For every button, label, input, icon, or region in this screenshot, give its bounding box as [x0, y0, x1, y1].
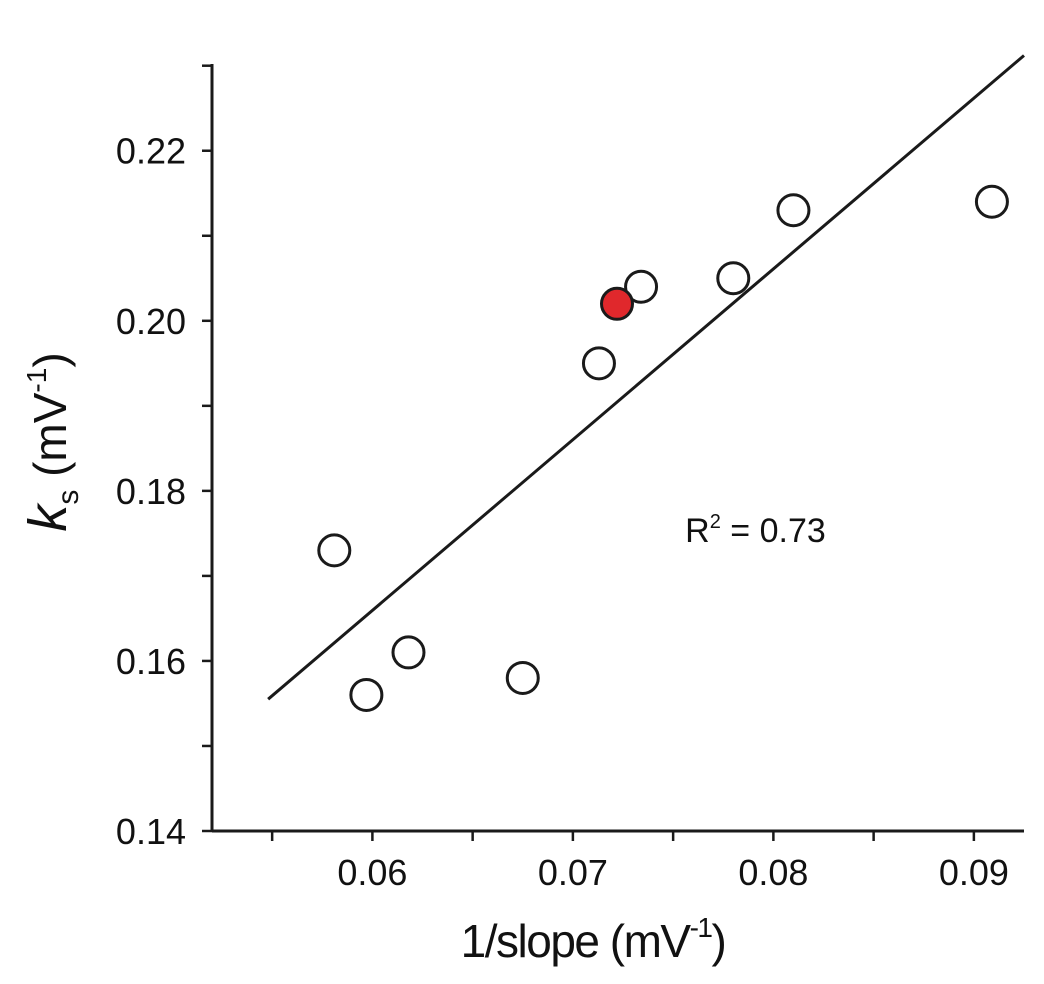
data-point	[505, 660, 540, 695]
data-point	[317, 533, 352, 568]
highlighted-data-point	[599, 286, 634, 321]
axes-layer: 0.14 0.16 0.18 0.20 0.22 0.06 0.07 0.08 0.09	[116, 64, 1024, 893]
y-axis-title-sub: s	[52, 490, 85, 505]
y-axis-title: ks (mV-1)	[18, 352, 85, 531]
x-axis-title: 1/slope (mV-1)	[461, 912, 726, 967]
r-squared-annotation: R2 = 0.73	[685, 511, 826, 550]
regression-line	[267, 54, 1025, 701]
data-point	[581, 346, 616, 381]
r-squared-value: = 0.73	[721, 512, 826, 550]
data-point	[776, 193, 811, 228]
r-squared-sup: 2	[710, 511, 721, 533]
x-axis-title-close: )	[712, 915, 726, 967]
y-axis-title-sup: -1	[21, 368, 52, 393]
x-tick-label: 0.06	[337, 852, 407, 893]
x-tick-label: 0.09	[939, 852, 1009, 893]
data-point	[349, 677, 384, 712]
y-axis-title-close: )	[24, 352, 76, 367]
r-squared-base: R	[685, 512, 710, 550]
data-point	[624, 269, 659, 304]
y-tick-label: 0.22	[116, 131, 186, 172]
x-tick-label: 0.07	[538, 852, 608, 893]
y-axis-title-italic: k	[18, 502, 78, 532]
y-axis-title-main: (mV	[24, 392, 76, 489]
y-tick-label: 0.16	[116, 641, 186, 682]
y-tick-label: 0.20	[116, 301, 186, 342]
data-point	[716, 261, 751, 296]
data-point	[391, 635, 426, 670]
data-points	[317, 184, 1009, 712]
y-tick-label: 0.18	[116, 471, 186, 512]
x-axis-title-sup: -1	[690, 912, 713, 943]
x-tick-label: 0.08	[738, 852, 808, 893]
y-tick-label: 0.14	[116, 811, 186, 852]
data-point	[974, 184, 1009, 219]
x-axis-title-main: 1/slope (mV	[461, 915, 692, 967]
